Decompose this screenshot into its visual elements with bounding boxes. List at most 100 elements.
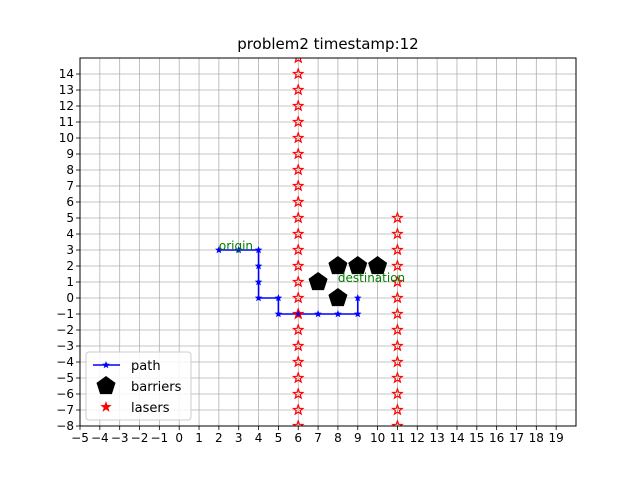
x-tick-label: 13 [429, 431, 444, 445]
laser-marker [391, 371, 404, 384]
laser-marker [291, 291, 305, 304]
y-tick-label: −4 [56, 355, 74, 369]
x-tick-label: 6 [294, 431, 302, 445]
barrier-marker [348, 256, 368, 275]
laser-marker [291, 227, 305, 240]
path-marker [254, 262, 263, 270]
laser-marker [391, 339, 404, 352]
laser-marker [391, 227, 404, 240]
path-marker [353, 294, 362, 302]
laser-marker [391, 323, 404, 336]
x-tick-label: 14 [449, 431, 464, 445]
legend: path barriers lasers [85, 351, 192, 421]
laser-marker [291, 67, 305, 80]
x-tick-label: 10 [370, 431, 385, 445]
path-marker [234, 246, 243, 254]
y-tick-label: 4 [66, 227, 74, 241]
clipped-data [215, 58, 404, 426]
x-tick-label: 1 [195, 431, 203, 445]
y-tick-label: −8 [56, 419, 74, 433]
laser-marker [291, 115, 305, 128]
y-tick-label: −2 [56, 323, 74, 337]
laser-marker [291, 259, 305, 272]
x-tick-label: 17 [509, 431, 524, 445]
y-tick-label: −5 [56, 371, 74, 385]
y-tick-label: −6 [56, 387, 74, 401]
chart-title: problem2 timestamp:12 [237, 35, 418, 53]
laser-marker [391, 355, 404, 368]
x-tick-label: −5 [71, 431, 89, 445]
y-tick-label: 13 [59, 83, 74, 97]
x-tick-label: 0 [175, 431, 183, 445]
path-marker [274, 310, 283, 318]
x-tick-label: 16 [489, 431, 504, 445]
laser-marker [391, 243, 404, 256]
legend-box [85, 351, 192, 421]
legend-path-marker [102, 361, 110, 369]
barrier-marker [328, 256, 348, 275]
y-tick-label: 14 [59, 67, 74, 81]
y-tick-label: −7 [56, 403, 74, 417]
tick-layer: −5 −4 −3 −2 −1 0 1 2 3 4 5 6 7 8 9 10 11 12 13 14 15 16 17 18 19… [56, 67, 564, 445]
laser-marker [291, 323, 305, 336]
legend-label-path: path [131, 359, 161, 374]
laser-marker [291, 131, 305, 144]
x-tick-label: 8 [334, 431, 342, 445]
laser-marker [291, 179, 305, 192]
path-marker [274, 294, 283, 302]
grid-layer [79, 58, 576, 427]
y-tick-label: 12 [59, 99, 74, 113]
laser-marker [391, 307, 404, 320]
legend-label-barriers: barriers [131, 380, 182, 395]
y-tick-label: 8 [66, 163, 74, 177]
y-tick-label: 2 [66, 259, 74, 273]
y-tick-label: 0 [66, 291, 74, 305]
laser-marker [291, 387, 305, 400]
path-marker [254, 246, 263, 254]
laser-marker [294, 58, 303, 64]
x-tick-label: −1 [151, 431, 169, 445]
laser-marker [291, 339, 305, 352]
y-tick-label: 7 [66, 179, 74, 193]
annotation-destination: destination [338, 271, 405, 285]
y-tick-label: 10 [59, 131, 74, 145]
x-tick-label: 9 [354, 431, 362, 445]
y-tick-label: 3 [66, 243, 74, 257]
laser-marker [391, 291, 404, 304]
y-tick-label: 5 [66, 211, 74, 225]
laser-marker [291, 99, 305, 112]
path-marker [314, 310, 322, 318]
plot-frame [79, 57, 577, 427]
path-marker [254, 294, 263, 302]
laser-marker [291, 419, 305, 426]
path-marker [353, 310, 362, 318]
legend-label-lasers: lasers [131, 401, 170, 416]
laser-marker [291, 147, 305, 160]
barrier-marker [328, 288, 348, 307]
data-layer: origin destination [215, 58, 405, 426]
y-tick-label: −3 [56, 339, 74, 353]
laser-marker [291, 355, 305, 368]
laser-marker [391, 387, 404, 400]
path-marker [254, 278, 263, 286]
laser-marker [291, 195, 305, 208]
laser-marker [291, 243, 305, 256]
y-tick-label: 1 [66, 275, 74, 289]
x-tick-label: 15 [469, 431, 484, 445]
x-tick-label: −2 [131, 431, 149, 445]
laser-marker [291, 403, 305, 416]
laser-marker [291, 371, 305, 384]
laser-marker [391, 403, 404, 416]
y-tick-label: 9 [66, 147, 74, 161]
legend-barrier-marker [96, 376, 116, 395]
x-tick-label: −3 [111, 431, 129, 445]
x-tick-label: 3 [235, 431, 243, 445]
x-tick-label: 11 [390, 431, 405, 445]
x-tick-label: 7 [314, 431, 322, 445]
x-tick-label: 18 [529, 431, 544, 445]
x-tick-label: 2 [215, 431, 223, 445]
path-marker [215, 246, 223, 254]
path-marker [294, 310, 303, 318]
laser-marker [391, 259, 404, 272]
